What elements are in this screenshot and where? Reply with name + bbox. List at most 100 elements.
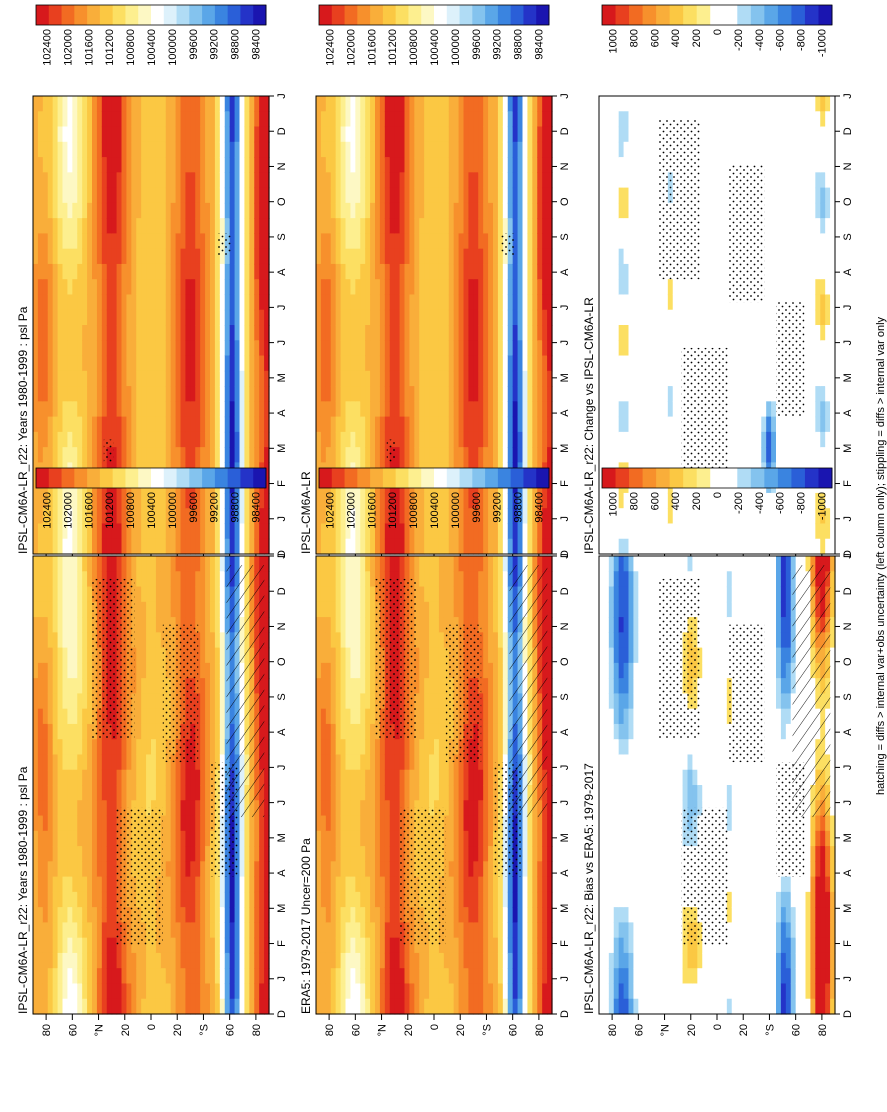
heat-cell (448, 447, 455, 463)
heat-cell (33, 815, 39, 832)
heat-cell (77, 126, 83, 143)
heat-cell (106, 739, 113, 756)
heat-cell (473, 233, 479, 250)
heat-cell (47, 263, 54, 280)
heat-cell (375, 416, 381, 433)
heat-cell (512, 96, 519, 112)
heat-cell (126, 556, 132, 572)
heat-cell (259, 983, 265, 1000)
heat-cell (111, 447, 118, 463)
heat-cell (214, 601, 221, 618)
heat-cell (345, 632, 352, 649)
heat-cell (316, 431, 322, 448)
heat-cell (205, 830, 211, 847)
heat-cell (429, 447, 435, 463)
heat-cell (131, 431, 137, 448)
heat-cell (330, 983, 337, 1000)
heat-cell (419, 233, 425, 250)
heat-cell (151, 279, 157, 296)
heat-cell (249, 355, 255, 372)
heat-cell (42, 233, 49, 250)
heat-cell (424, 202, 430, 219)
heat-cell (493, 172, 499, 189)
heat-cell (160, 126, 167, 143)
heat-cell (537, 523, 543, 540)
heat-cell (370, 739, 376, 756)
heat-cell (96, 998, 103, 1015)
heat-cell (254, 157, 260, 173)
heat-cell (542, 187, 548, 204)
heat-cell (62, 431, 69, 448)
heat-cell (205, 785, 211, 801)
heat-cell (350, 492, 356, 509)
heat-cell (325, 187, 332, 204)
heat-cell (92, 508, 98, 525)
heat-cell (264, 617, 270, 633)
heat-cell (249, 416, 255, 433)
heat-cell (87, 523, 93, 540)
heat-cell (335, 202, 342, 219)
heat-cell (507, 126, 514, 143)
heat-cell (229, 325, 236, 341)
heat-cell (234, 922, 241, 939)
colorbar-swatch (227, 5, 241, 25)
heat-cell (72, 202, 78, 219)
heat-cell (370, 401, 376, 418)
heat-cell (146, 662, 152, 679)
month-tick-label: J (559, 93, 571, 99)
heat-cell (195, 294, 201, 311)
heat-cell (77, 937, 83, 954)
heat-cell (205, 111, 211, 128)
heat-cell (325, 907, 332, 923)
heat-cell (165, 294, 172, 311)
heat-cell (151, 952, 157, 969)
stipple-region (217, 233, 232, 257)
month-tick-label: D (276, 587, 288, 595)
heat-cell (165, 202, 172, 219)
heat-cell (316, 157, 322, 173)
heat-cell (131, 370, 137, 387)
heat-cell (355, 523, 361, 540)
heat-cell (234, 447, 241, 463)
heat-cell (325, 968, 332, 985)
heat-cell (429, 401, 435, 418)
heat-cell (448, 218, 455, 234)
heat-cell (126, 172, 132, 189)
heat-cell (155, 157, 162, 173)
heat-cell (379, 187, 386, 204)
heat-cell (507, 492, 514, 509)
heat-cell (320, 678, 327, 694)
heat-cell (384, 111, 391, 128)
heat-cell (190, 325, 196, 341)
heat-cell (47, 723, 54, 740)
heat-cell (131, 202, 137, 219)
heat-cell (522, 523, 529, 540)
heat-cell (463, 386, 470, 402)
heat-cell (195, 968, 201, 985)
heat-cell (483, 263, 489, 280)
heat-cell (67, 538, 73, 555)
heat-cell (72, 983, 78, 1000)
heat-cell (527, 263, 533, 280)
heat-cell (488, 111, 494, 128)
colorbar-label: 100800 (125, 29, 137, 66)
heat-cell (170, 416, 177, 433)
lat-axis-model-left: 80 60 °N 20 0 20 °S 60 80 (41, 1014, 263, 1036)
heat-cell (52, 386, 59, 402)
heat-cell (155, 937, 162, 954)
heat-cell (370, 647, 376, 664)
heat-cell (87, 983, 93, 1000)
heat-cell (517, 141, 524, 158)
heat-cell (67, 907, 73, 923)
heat-cell (62, 723, 69, 740)
heat-cell (419, 172, 425, 189)
heat-cell (170, 218, 177, 234)
heat-cell (438, 126, 445, 143)
heat-cell (52, 723, 59, 740)
heat-cell (249, 846, 255, 862)
heat-cell (379, 556, 386, 572)
heat-cell (96, 907, 103, 923)
heat-cell (264, 416, 270, 433)
heat-cell (219, 96, 226, 112)
heat-cell (121, 233, 128, 250)
